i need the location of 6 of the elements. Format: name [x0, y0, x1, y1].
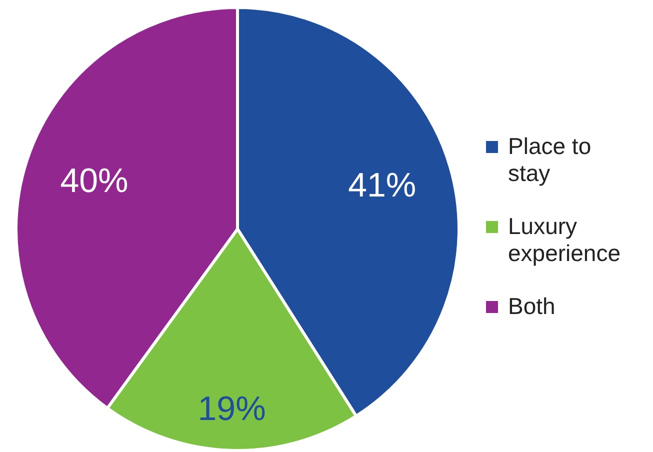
- data-label: 40%: [60, 162, 128, 200]
- data-label: 19%: [198, 390, 266, 428]
- legend-label: Luxury experience: [508, 212, 622, 266]
- legend-label: Both: [508, 292, 556, 320]
- legend-label: Place to stay: [508, 132, 592, 186]
- data-label: 41%: [348, 166, 416, 204]
